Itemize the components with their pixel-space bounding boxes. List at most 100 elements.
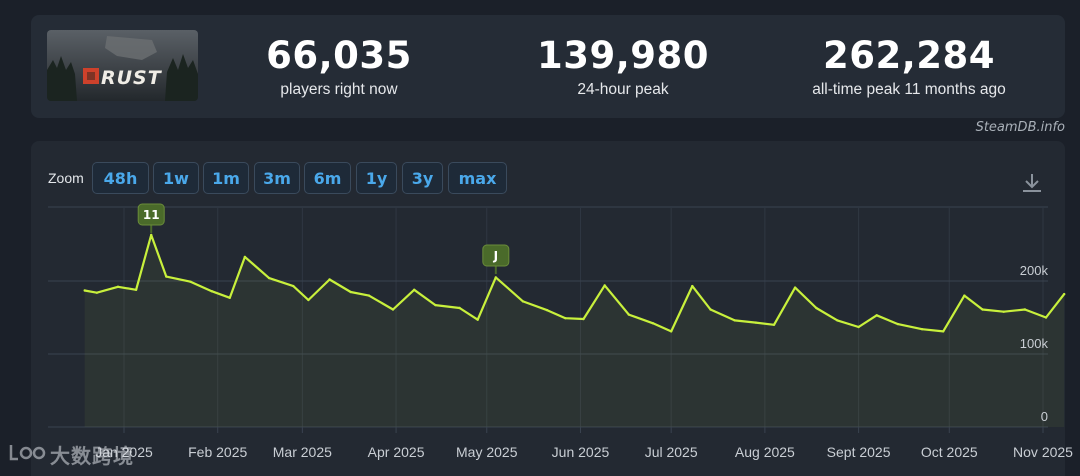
data-point <box>1063 292 1066 296</box>
data-point <box>83 289 86 292</box>
data-point <box>733 319 736 322</box>
chart-panel <box>31 141 1065 476</box>
x-tick-label: Apr 2025 <box>368 444 425 460</box>
game-logo[interactable]: RUST <box>47 30 198 101</box>
data-point <box>228 296 231 299</box>
game-logo-art <box>47 36 198 101</box>
x-tick-label: Jul 2025 <box>645 444 698 460</box>
data-point <box>134 288 138 291</box>
stat-players-now-label: players right now <box>280 81 398 98</box>
data-point <box>165 275 168 278</box>
data-point <box>857 325 860 329</box>
zoom-48h-button[interactable]: 48h <box>92 162 149 194</box>
zoom-6m-button[interactable]: 6m <box>304 162 351 194</box>
data-point <box>210 290 213 293</box>
x-tick-label: Oct 2025 <box>921 444 978 460</box>
data-point <box>328 278 331 281</box>
data-point <box>963 294 966 297</box>
data-point <box>691 284 694 288</box>
data-point <box>434 303 437 307</box>
watermark-text: 大数跨境 <box>50 444 134 468</box>
data-point <box>815 306 818 310</box>
data-point <box>95 291 99 294</box>
zoom-3m-button[interactable]: 3m <box>254 162 300 194</box>
zoom-3y-button[interactable]: 3y <box>402 162 443 194</box>
y-tick-label: 100k <box>1020 336 1049 351</box>
data-point <box>670 330 673 333</box>
stat-24h-peak-label: 24-hour peak <box>577 81 669 98</box>
stats-panel: RUST 66,035 players right now 139,980 24… <box>31 15 1065 118</box>
data-point <box>476 318 479 321</box>
x-tick-label: Sept 2025 <box>827 444 891 460</box>
zoom-max-button[interactable]: max <box>448 162 507 194</box>
data-point <box>582 317 585 321</box>
watermark-logo-icon <box>9 445 46 461</box>
data-point <box>292 284 295 288</box>
zoom-1w-button[interactable]: 1w <box>153 162 199 194</box>
data-point <box>243 255 247 259</box>
chart-annotations: 11 J <box>137 203 510 274</box>
annotation-flag-label: J <box>493 249 498 263</box>
x-tick-label: Nov 2025 <box>1013 444 1073 460</box>
chart-x-axis: Jan 2025 Feb 2025 Mar 2025 Apr 2025 May 2025… <box>95 444 1073 460</box>
data-point <box>349 290 352 294</box>
x-tick-label: Feb 2025 <box>188 444 247 460</box>
x-tick-label: Aug 2025 <box>735 444 795 460</box>
download-icon[interactable] <box>1020 171 1044 195</box>
data-point <box>754 321 757 324</box>
data-point <box>546 309 549 312</box>
game-logo-text: RUST <box>101 67 162 89</box>
zoom-1y-button[interactable]: 1y <box>356 162 397 194</box>
data-point <box>875 314 878 317</box>
data-point <box>150 233 153 237</box>
stat-24h-peak-value: 139,980 <box>536 34 710 77</box>
data-point <box>367 294 371 297</box>
data-point <box>307 298 310 302</box>
data-point <box>116 285 120 288</box>
data-point <box>772 323 776 326</box>
data-point <box>1002 310 1005 313</box>
chart-grid <box>48 206 1048 428</box>
data-point <box>836 319 839 322</box>
data-point <box>709 308 712 311</box>
annotation-flag <box>482 244 510 267</box>
stat-all-time-peak: 262,284 all-time peak 11 months ago <box>789 35 1029 99</box>
data-point <box>651 322 655 325</box>
x-tick-label: Jun 2025 <box>552 444 610 460</box>
y-tick-label: 0 <box>1041 409 1048 424</box>
data-point <box>942 330 945 333</box>
chart-y-axis: 0 100k 200k <box>1020 263 1049 424</box>
data-point <box>494 276 497 279</box>
data-point <box>521 300 525 303</box>
y-tick-label: 200k <box>1020 263 1049 278</box>
data-point <box>981 308 984 311</box>
player-count-area <box>84 235 1065 427</box>
stat-all-time-peak-label: all-time peak 11 months ago <box>812 81 1006 98</box>
data-point <box>1023 308 1027 311</box>
annotation-flag <box>137 203 165 226</box>
x-tick-label: Jan 2025 <box>95 444 153 460</box>
x-tick-label: May 2025 <box>456 444 518 460</box>
stat-players-now: 66,035 players right now <box>259 35 419 99</box>
data-point <box>920 328 924 331</box>
data-point <box>458 306 461 310</box>
data-point <box>564 317 567 320</box>
annotation-flag-label: 11 <box>143 208 160 222</box>
zoom-1m-button[interactable]: 1m <box>203 162 249 194</box>
data-point <box>627 313 630 316</box>
data-point <box>267 276 271 280</box>
data-point <box>603 284 606 287</box>
data-point <box>1044 316 1048 319</box>
chart-data-points <box>83 233 1066 333</box>
x-tick-label: Mar 2025 <box>273 444 332 460</box>
stat-24h-peak: 139,980 24-hour peak <box>533 35 713 99</box>
steamdb-attribution[interactable]: SteamDB.info <box>975 120 1065 135</box>
zoom-label: Zoom <box>48 170 84 186</box>
data-point <box>413 288 416 291</box>
data-point <box>896 322 900 326</box>
data-point <box>391 308 395 311</box>
stat-players-now-value: 66,035 <box>266 34 412 77</box>
stat-all-time-peak-value: 262,284 <box>822 34 996 77</box>
data-point <box>793 286 797 289</box>
